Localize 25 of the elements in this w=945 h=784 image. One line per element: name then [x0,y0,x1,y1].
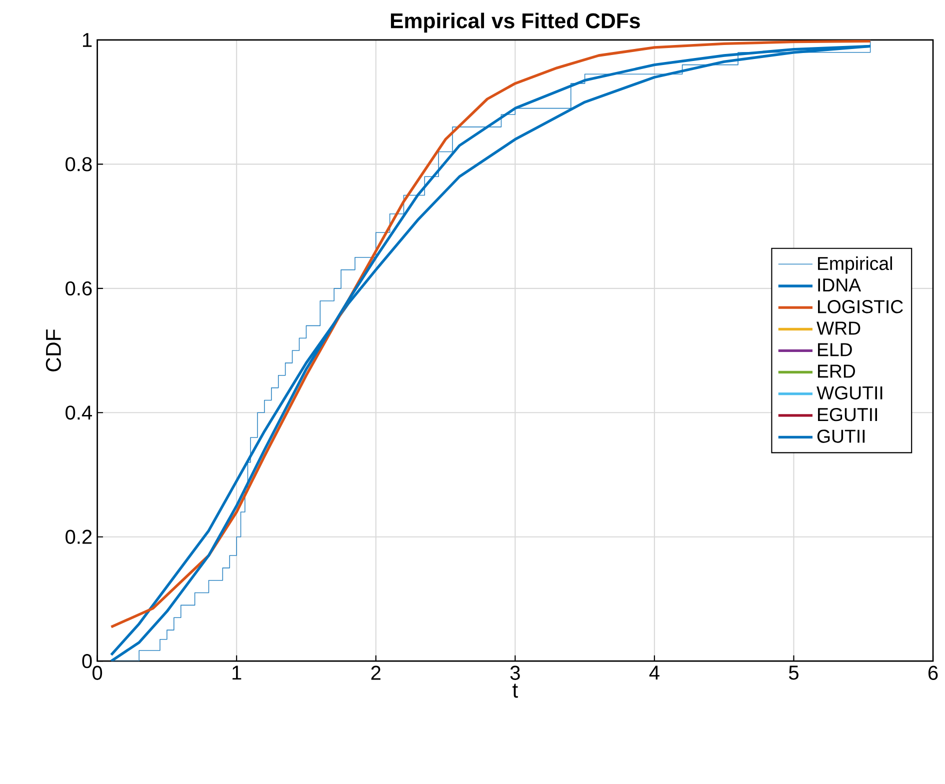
legend-label: WRD [816,322,860,335]
x-tick-label: 0 [92,666,102,680]
legend-label: WGUTII [816,386,882,400]
chart-title: Empirical vs Fitted CDFs [390,12,640,33]
legend-label: ERD [818,364,855,378]
legend-label: IDNA [818,278,862,292]
x-tick-label: 1 [232,666,242,680]
x-tick-label: 5 [788,666,798,680]
legend-label: GUTII [817,430,865,444]
y-axis-title: CDF [46,330,61,372]
y-tick-label: 0.8 [66,157,92,172]
x-tick-label: 3 [510,666,520,680]
x-tick-label: 2 [371,666,380,680]
legend-label: ELD [818,343,852,356]
x-axis-title: t [512,684,518,698]
x-tick-label: 6 [928,666,938,680]
legend-label: Empirical [818,256,892,274]
legend-label: EGUTII [818,408,877,422]
y-tick-label: 0 [82,654,92,668]
y-tick-label: 0.2 [66,530,92,544]
y-tick-label: 1 [82,33,92,47]
y-tick-label: 0.6 [66,281,92,296]
x-tick-label: 4 [649,666,660,680]
legend-label: LOGISTIC [818,300,903,314]
y-tick-label: 0.4 [66,406,92,420]
